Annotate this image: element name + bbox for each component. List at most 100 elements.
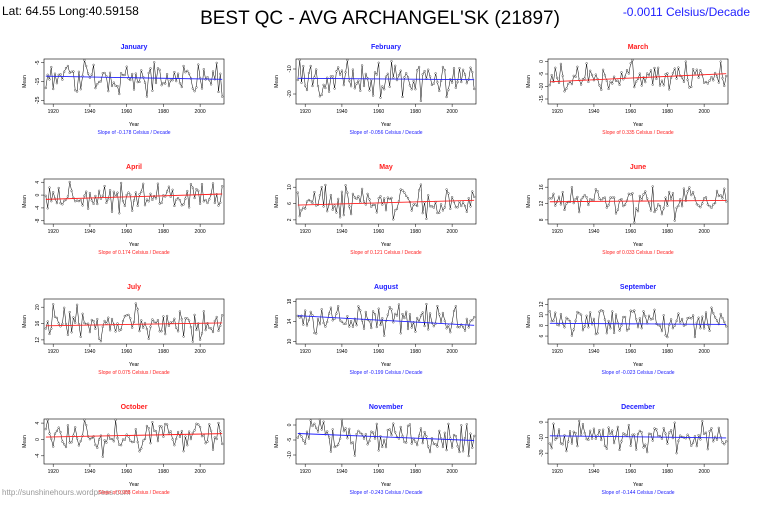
- data-point: [381, 85, 384, 88]
- data-point: [64, 67, 68, 70]
- data-point: [63, 199, 66, 202]
- data-point: [636, 432, 640, 436]
- trend-line: [297, 433, 475, 441]
- data-point: [351, 325, 354, 328]
- data-point: [697, 204, 700, 207]
- slope-caption: Slope of -0.144 Celsius / Decade: [601, 490, 674, 496]
- data-point: [427, 194, 430, 197]
- data-point: [188, 206, 191, 209]
- data-point: [631, 433, 634, 436]
- data-point: [342, 322, 345, 325]
- data-point: [416, 204, 419, 208]
- data-point: [559, 62, 562, 65]
- data-point: [87, 207, 90, 210]
- data-point: [88, 331, 91, 334]
- data-point: [140, 69, 143, 72]
- data-point: [447, 324, 450, 327]
- data-point: [184, 317, 187, 320]
- data-point: [162, 315, 165, 318]
- y-axis-label: Mean: [274, 75, 280, 88]
- x-axis-label: Year: [129, 482, 139, 488]
- data-point: [107, 90, 110, 93]
- data-point: [458, 67, 461, 70]
- data-point: [657, 66, 660, 69]
- trend-line: [549, 435, 727, 439]
- data-point: [99, 340, 102, 343]
- data-point: [83, 321, 86, 325]
- data-point: [305, 88, 309, 92]
- data-point: [143, 321, 147, 325]
- data-point: [416, 444, 419, 447]
- data-point: [556, 323, 559, 326]
- data-point: [572, 328, 575, 331]
- data-point: [90, 318, 93, 322]
- y-tick-label: -10: [287, 65, 293, 72]
- data-point: [592, 198, 595, 201]
- data-point: [436, 305, 439, 308]
- data-point: [670, 197, 673, 200]
- data-point: [61, 440, 64, 443]
- data-point: [704, 311, 708, 314]
- data-point: [88, 192, 91, 195]
- data-point: [340, 320, 343, 323]
- data-point: [99, 197, 102, 200]
- data-point: [313, 191, 316, 194]
- data-point: [578, 312, 581, 315]
- data-point: [151, 318, 154, 321]
- data-point: [664, 432, 667, 435]
- data-point: [434, 72, 437, 75]
- data-point: [406, 327, 410, 331]
- data-point: [605, 332, 608, 335]
- data-point: [589, 198, 592, 201]
- y-tick-label: 6: [287, 202, 293, 205]
- data-point: [710, 76, 713, 79]
- data-point: [204, 198, 207, 202]
- data-point: [706, 82, 709, 85]
- y-axis-label: Mean: [274, 195, 280, 208]
- data-point: [681, 76, 684, 79]
- data-point: [76, 90, 79, 93]
- data-point: [594, 333, 597, 336]
- data-point: [684, 60, 687, 63]
- x-tick-label: 2000: [195, 109, 206, 115]
- data-point: [50, 66, 53, 69]
- data-point: [403, 76, 406, 79]
- data-point: [48, 186, 51, 189]
- data-point: [189, 183, 192, 186]
- y-axis-label: Mean: [526, 195, 532, 208]
- data-point: [572, 74, 575, 77]
- data-point: [388, 85, 391, 88]
- data-point: [296, 436, 299, 439]
- data-point: [677, 204, 680, 208]
- data-point: [554, 311, 557, 314]
- data-point: [110, 437, 114, 441]
- data-point: [320, 308, 323, 311]
- data-point: [618, 329, 621, 332]
- data-point: [112, 440, 115, 443]
- data-point: [180, 85, 183, 89]
- data-point: [164, 422, 167, 426]
- data-point: [304, 442, 307, 445]
- data-point: [679, 198, 682, 201]
- data-point: [96, 318, 99, 321]
- data-point: [127, 191, 130, 194]
- data-point: [561, 191, 564, 194]
- data-point: [142, 182, 145, 185]
- data-point: [432, 325, 435, 328]
- data-point: [375, 325, 378, 329]
- data-point: [143, 437, 147, 440]
- data-point: [471, 71, 474, 74]
- data-point: [557, 324, 561, 327]
- y-tick-label: -30: [539, 449, 545, 456]
- chart-title: June: [630, 164, 646, 171]
- data-point: [629, 193, 632, 196]
- data-point: [134, 72, 137, 75]
- data-point: [447, 88, 450, 91]
- data-point: [372, 431, 375, 434]
- data-point: [184, 197, 187, 200]
- data-point: [364, 310, 367, 314]
- data-point: [88, 438, 91, 441]
- data-point: [131, 326, 134, 329]
- data-point: [410, 442, 413, 445]
- data-point: [116, 85, 119, 88]
